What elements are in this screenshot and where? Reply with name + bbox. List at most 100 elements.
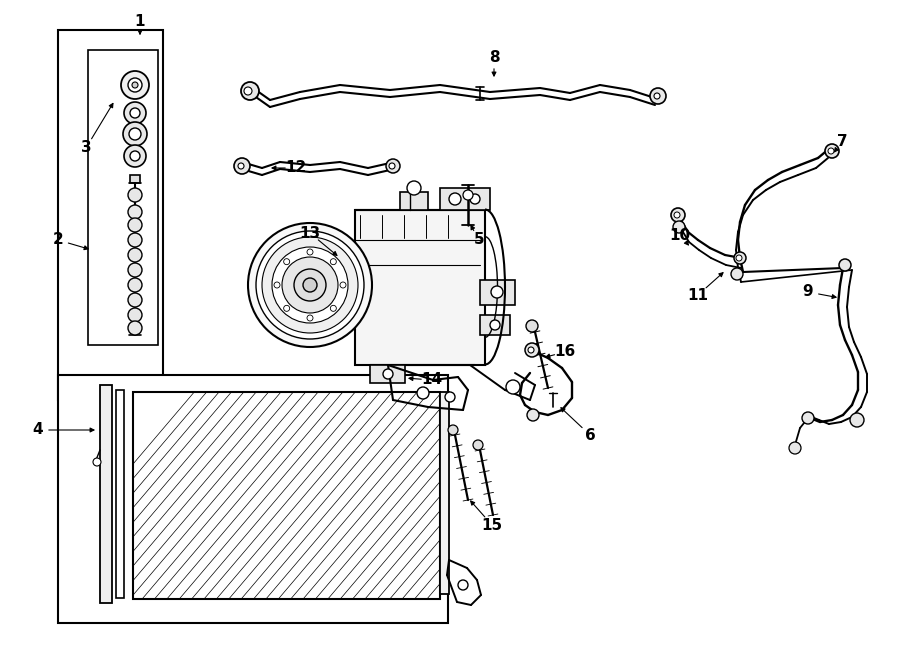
Circle shape <box>491 286 503 298</box>
Circle shape <box>129 128 141 140</box>
Text: 10: 10 <box>670 227 690 243</box>
Text: 15: 15 <box>482 518 502 533</box>
Circle shape <box>839 259 851 271</box>
Circle shape <box>124 102 146 124</box>
Circle shape <box>528 347 534 353</box>
Bar <box>480 280 515 305</box>
Circle shape <box>130 151 140 161</box>
Circle shape <box>802 412 814 424</box>
Circle shape <box>650 88 666 104</box>
Bar <box>100 385 112 603</box>
Circle shape <box>671 208 685 222</box>
Text: 12: 12 <box>285 161 307 176</box>
Circle shape <box>234 158 250 174</box>
Text: 11: 11 <box>688 288 708 303</box>
Circle shape <box>850 413 864 427</box>
Circle shape <box>789 442 801 454</box>
Circle shape <box>417 387 429 399</box>
Circle shape <box>128 321 142 335</box>
Circle shape <box>736 255 742 261</box>
Circle shape <box>383 369 393 379</box>
Circle shape <box>128 233 142 247</box>
Circle shape <box>340 282 346 288</box>
Circle shape <box>128 278 142 292</box>
Circle shape <box>128 293 142 307</box>
Bar <box>58 375 448 623</box>
Circle shape <box>654 93 660 99</box>
Circle shape <box>244 87 252 95</box>
Text: 6: 6 <box>585 428 596 442</box>
Circle shape <box>128 248 142 262</box>
Circle shape <box>330 258 337 264</box>
Text: 4: 4 <box>32 422 43 438</box>
Bar <box>370 365 405 383</box>
Circle shape <box>128 308 142 322</box>
Text: 3: 3 <box>81 141 91 155</box>
Text: 14: 14 <box>421 373 443 387</box>
Circle shape <box>473 440 483 450</box>
Circle shape <box>272 247 348 323</box>
Circle shape <box>128 78 142 92</box>
Circle shape <box>330 305 337 311</box>
Circle shape <box>828 148 834 154</box>
Circle shape <box>130 108 140 118</box>
Bar <box>400 192 428 210</box>
Bar <box>58 30 163 400</box>
Circle shape <box>527 409 539 421</box>
Bar <box>130 175 140 183</box>
Circle shape <box>490 320 500 330</box>
Circle shape <box>256 231 364 339</box>
Circle shape <box>525 343 539 357</box>
Bar <box>116 390 124 598</box>
Text: 9: 9 <box>803 284 814 299</box>
Circle shape <box>284 258 290 264</box>
Circle shape <box>449 193 461 205</box>
Circle shape <box>294 269 326 301</box>
Circle shape <box>448 425 458 435</box>
Circle shape <box>463 190 473 200</box>
Circle shape <box>445 392 455 402</box>
Circle shape <box>307 315 313 321</box>
Circle shape <box>128 218 142 232</box>
Circle shape <box>389 163 395 169</box>
Bar <box>440 188 490 210</box>
Circle shape <box>303 278 317 292</box>
Text: 2: 2 <box>52 233 63 247</box>
Bar <box>355 210 485 365</box>
Text: 16: 16 <box>554 344 576 360</box>
Circle shape <box>470 194 480 204</box>
Circle shape <box>734 252 746 264</box>
Circle shape <box>123 122 147 146</box>
Circle shape <box>284 305 290 311</box>
Circle shape <box>731 268 743 280</box>
Text: 8: 8 <box>489 50 500 65</box>
Circle shape <box>128 188 142 202</box>
Circle shape <box>121 71 149 99</box>
Circle shape <box>241 82 259 100</box>
Circle shape <box>825 144 839 158</box>
Circle shape <box>673 221 685 233</box>
Circle shape <box>307 249 313 255</box>
Circle shape <box>506 380 520 394</box>
Circle shape <box>674 212 680 218</box>
Circle shape <box>282 257 338 313</box>
Bar <box>480 315 510 335</box>
Circle shape <box>238 163 244 169</box>
Circle shape <box>93 458 101 466</box>
Bar <box>440 392 449 594</box>
Circle shape <box>128 263 142 277</box>
Text: 5: 5 <box>473 233 484 247</box>
Circle shape <box>407 181 421 195</box>
Text: 7: 7 <box>837 134 847 149</box>
Circle shape <box>274 282 280 288</box>
Circle shape <box>526 320 538 332</box>
Circle shape <box>124 145 146 167</box>
Text: 1: 1 <box>135 15 145 30</box>
Circle shape <box>132 82 138 88</box>
Bar <box>88 50 158 345</box>
Bar <box>133 392 440 599</box>
Circle shape <box>262 237 358 333</box>
Text: 13: 13 <box>300 225 320 241</box>
Circle shape <box>386 159 400 173</box>
Circle shape <box>248 223 372 347</box>
